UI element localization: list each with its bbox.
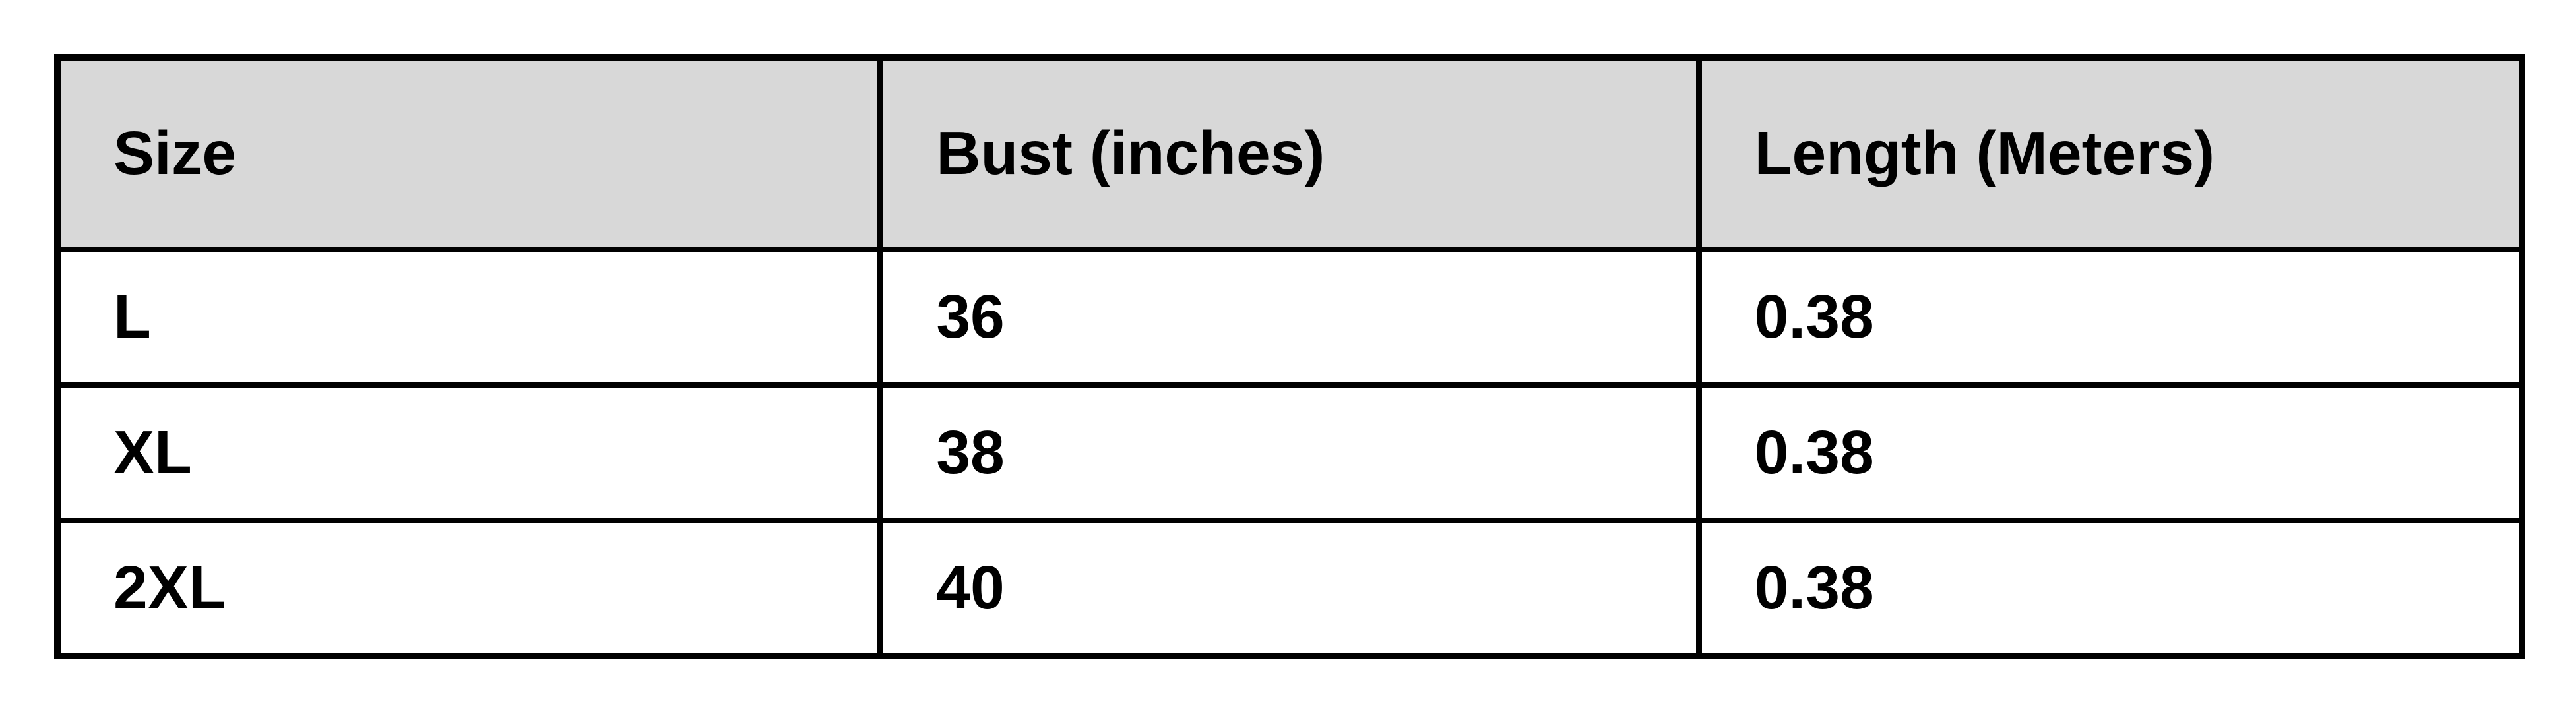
table-header-row: Size Bust (inches) Length (Meters)	[54, 54, 2525, 252]
length-cell: 0.38	[1695, 382, 2525, 523]
column-header-bust: Bust (inches)	[877, 54, 1702, 252]
table-row: L 36 0.38	[54, 246, 2525, 388]
column-header-length: Length (Meters)	[1695, 54, 2525, 252]
length-cell: 0.38	[1695, 517, 2525, 659]
table-row: XL 38 0.38	[54, 382, 2525, 523]
length-cell: 0.38	[1695, 246, 2525, 388]
column-header-size: Size	[54, 54, 884, 252]
bust-cell: 38	[877, 382, 1702, 523]
size-chart-table: Size Bust (inches) Length (Meters) L 36 …	[54, 54, 2525, 659]
size-cell: L	[54, 246, 884, 388]
size-cell: 2XL	[54, 517, 884, 659]
bust-cell: 40	[877, 517, 1702, 659]
size-cell: XL	[54, 382, 884, 523]
bust-cell: 36	[877, 246, 1702, 388]
table-row: 2XL 40 0.38	[54, 517, 2525, 659]
